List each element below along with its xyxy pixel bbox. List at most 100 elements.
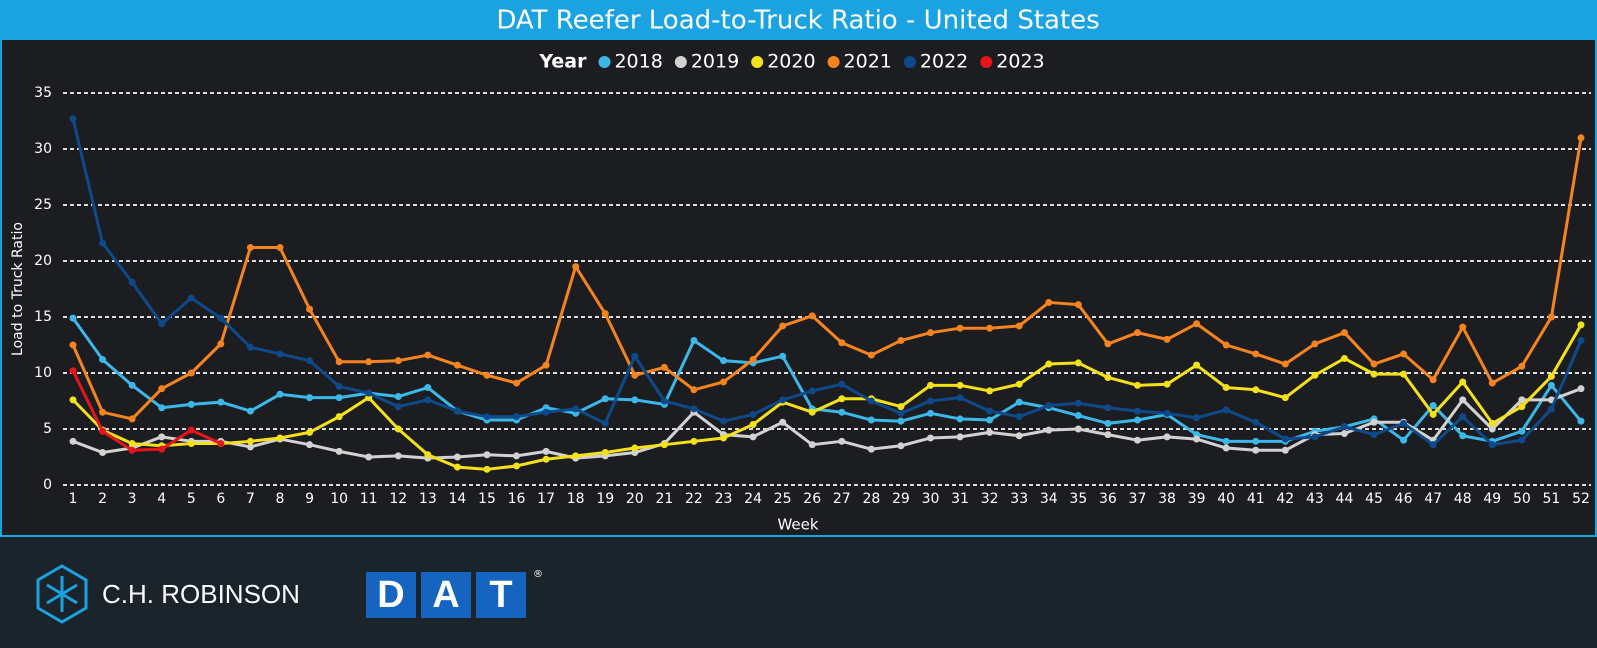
data-point	[1163, 380, 1171, 388]
y-tick-label: 15	[34, 309, 52, 325]
x-tick-label: 6	[216, 491, 225, 507]
data-point	[99, 427, 107, 435]
data-point	[1045, 426, 1053, 434]
data-point	[1547, 405, 1555, 413]
x-tick-label: 4	[157, 491, 166, 507]
ch-robinson-logo: C.H. ROBINSON	[36, 564, 300, 624]
data-point	[1340, 329, 1348, 337]
data-point	[246, 407, 254, 415]
data-point	[690, 337, 698, 345]
x-tick-label: 25	[774, 491, 792, 507]
data-point	[631, 371, 639, 379]
dat-box	[421, 572, 471, 618]
data-point	[601, 449, 609, 457]
series-line	[71, 137, 1583, 421]
legend-marker	[598, 56, 611, 68]
data-point	[424, 384, 432, 392]
data-point	[394, 452, 402, 460]
legend-label: 2020	[767, 51, 815, 73]
data-point	[867, 416, 875, 424]
data-point	[542, 408, 550, 416]
data-point	[986, 324, 994, 332]
data-point	[1104, 340, 1112, 348]
x-tick-label: 44	[1336, 491, 1354, 507]
data-point	[867, 445, 875, 453]
data-point	[1104, 419, 1112, 427]
data-point	[99, 356, 107, 364]
x-tick-label: 52	[1572, 491, 1590, 507]
x-tick-label: 2	[98, 491, 107, 507]
x-tick-label: 40	[1217, 491, 1235, 507]
data-point	[690, 437, 698, 445]
data-point	[720, 434, 728, 442]
data-point	[631, 444, 639, 452]
x-tick-label: 46	[1395, 491, 1413, 507]
x-tick-label: 39	[1188, 491, 1206, 507]
data-point	[779, 418, 787, 426]
data-point	[394, 357, 402, 365]
data-point	[1252, 350, 1260, 358]
x-tick-label: 31	[951, 491, 969, 507]
x-tick-label: 32	[981, 491, 999, 507]
x-tick-label: 8	[276, 491, 285, 507]
data-point	[1518, 427, 1526, 435]
data-point	[1193, 414, 1201, 422]
x-tick-label: 19	[596, 491, 614, 507]
data-point	[1547, 372, 1555, 380]
data-point	[1133, 381, 1141, 389]
x-tick-label: 24	[744, 491, 762, 507]
data-point	[246, 437, 254, 445]
data-point	[394, 403, 402, 411]
dat-box	[476, 572, 526, 618]
data-point	[1370, 360, 1378, 368]
data-point	[335, 382, 343, 390]
data-point	[601, 310, 609, 318]
data-point	[749, 421, 757, 429]
data-point	[158, 320, 166, 328]
x-tick-label: 45	[1365, 491, 1383, 507]
trademark: ®	[533, 569, 543, 580]
data-point	[335, 413, 343, 421]
data-point	[660, 397, 668, 405]
data-point	[1370, 431, 1378, 439]
data-point	[690, 386, 698, 394]
data-point	[276, 434, 284, 442]
data-point	[601, 419, 609, 427]
data-point	[1488, 441, 1496, 449]
data-point	[69, 314, 77, 322]
x-tick-label: 41	[1247, 491, 1265, 507]
data-point	[1163, 433, 1171, 441]
data-point	[1311, 340, 1319, 348]
data-point	[1074, 412, 1082, 420]
legend: Year 2018 2019 2020 2021 2022 2023	[538, 51, 1044, 73]
x-tick-label: 37	[1129, 491, 1147, 507]
data-point	[453, 453, 461, 461]
legend-label: 2022	[920, 51, 968, 73]
data-point	[1252, 446, 1260, 454]
data-point	[99, 449, 107, 457]
data-point	[926, 434, 934, 442]
data-point	[513, 379, 521, 387]
x-tick-label: 11	[360, 491, 378, 507]
data-point	[1488, 425, 1496, 433]
data-point	[1163, 335, 1171, 343]
data-point	[306, 441, 314, 449]
x-tick-label: 34	[1040, 491, 1058, 507]
data-point	[808, 441, 816, 449]
x-tick-label: 47	[1424, 491, 1442, 507]
data-point	[926, 397, 934, 405]
x-tick-label: 1	[69, 491, 78, 507]
data-point	[306, 428, 314, 436]
data-point	[1400, 370, 1408, 378]
data-point	[1074, 425, 1082, 433]
legend-marker	[980, 56, 993, 68]
data-point	[1104, 373, 1112, 381]
data-point	[808, 387, 816, 395]
data-point	[187, 426, 195, 434]
data-point	[572, 452, 580, 460]
data-point	[483, 451, 491, 459]
data-point	[1340, 429, 1348, 437]
x-tick-label: 27	[833, 491, 851, 507]
